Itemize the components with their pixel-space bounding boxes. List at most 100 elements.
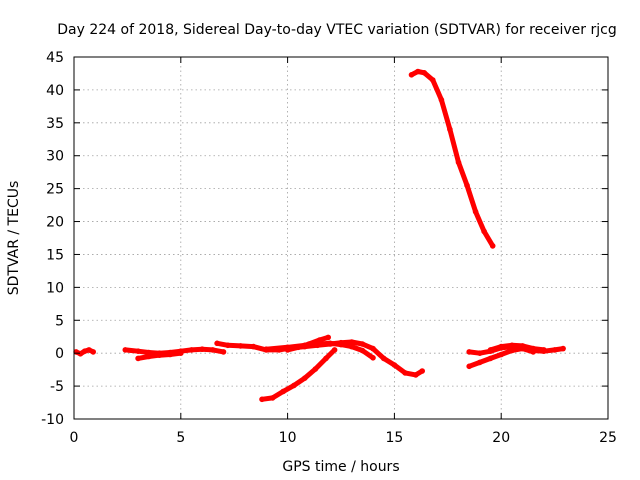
x-tick-label: 20 (492, 430, 510, 446)
data-point (156, 352, 163, 359)
data-point (481, 228, 487, 235)
data-point (306, 341, 312, 347)
data-point (430, 77, 436, 83)
x-tick-label: 0 (70, 430, 79, 446)
x-axis-label: GPS time / hours (282, 459, 399, 475)
data-point (541, 347, 547, 353)
y-axis-label: SDTVAR / TECUs (6, 181, 22, 296)
data-point (199, 346, 205, 353)
data-point (466, 349, 473, 355)
data-point (220, 349, 227, 355)
data-point (359, 341, 366, 347)
data-point (509, 342, 515, 349)
data-point (259, 396, 265, 403)
data-point (269, 395, 276, 401)
data-point (325, 334, 332, 341)
series-arc-1 (73, 347, 96, 357)
data-point (413, 372, 419, 378)
data-point (487, 347, 494, 353)
y-tick-label: 40 (46, 83, 64, 99)
data-point (81, 348, 88, 355)
data-point (146, 353, 152, 360)
y-tick-label: 5 (55, 313, 64, 329)
data-point (338, 341, 344, 348)
data-point (316, 337, 323, 343)
data-point (370, 355, 376, 361)
data-point (419, 368, 426, 374)
data-point (359, 347, 366, 354)
data-point (380, 355, 387, 362)
series-arc-7 (259, 347, 338, 403)
data-point (498, 343, 505, 350)
series-arc-11 (487, 342, 547, 353)
data-point (312, 366, 319, 372)
data-point (263, 346, 270, 353)
grid (74, 57, 608, 419)
data-point (489, 243, 496, 249)
y-tick-label: 45 (46, 50, 64, 66)
data-point (323, 355, 329, 362)
data-point (280, 388, 287, 395)
y-tick-label: -5 (50, 379, 64, 395)
data-point (225, 342, 231, 349)
data-point (477, 350, 483, 357)
series-arc-6 (284, 334, 332, 353)
y-tick-label: 30 (46, 149, 64, 165)
y-tick-label: -10 (41, 412, 64, 428)
plot-frame (73, 56, 609, 420)
data-point (214, 340, 220, 347)
data-point (188, 347, 195, 353)
y-tick-label: 0 (55, 346, 64, 362)
data-point (402, 370, 408, 376)
data-point (391, 362, 398, 368)
series-arc-3 (135, 350, 184, 362)
y-tick-label: 25 (46, 182, 64, 198)
data-point (167, 351, 173, 358)
data-point (519, 343, 526, 349)
x-tick-label: 5 (176, 430, 185, 446)
y-tick-label: 20 (46, 215, 64, 231)
data-point (291, 382, 297, 389)
data-point (250, 343, 257, 350)
data-point (348, 339, 355, 345)
data-point (498, 351, 505, 358)
data-point (331, 347, 338, 353)
x-tick-label: 15 (385, 430, 403, 446)
x-tick-label: 10 (279, 430, 297, 446)
tick-labels: 0 5 10 15 20 25 -10 -5 0 5 10 15 20 25 30 35 40 45 (41, 50, 617, 446)
data-point (530, 345, 536, 352)
data-point (487, 355, 494, 362)
data-point (560, 345, 566, 352)
data-point (135, 355, 141, 362)
data-point (301, 375, 308, 382)
data-point (210, 347, 216, 353)
data-point (284, 347, 291, 353)
data-point (438, 97, 445, 103)
y-tick-label: 35 (46, 116, 64, 132)
series-group (73, 68, 566, 403)
data-point (327, 340, 334, 347)
data-point (178, 350, 184, 357)
chart-title: Day 224 of 2018, Sidereal Day-to-day VTE… (57, 22, 616, 38)
data-point (472, 208, 479, 215)
data-point (122, 347, 129, 353)
data-point (509, 347, 515, 354)
data-point (348, 343, 355, 350)
y-tick-label: 15 (46, 247, 64, 263)
data-point (370, 345, 376, 352)
series-arc-8 (408, 68, 496, 249)
data-point (466, 363, 473, 370)
data-point (86, 347, 92, 353)
data-point (447, 126, 453, 133)
y-tick-label: 10 (46, 280, 64, 296)
x-tick-label: 25 (599, 430, 617, 446)
data-point (77, 351, 84, 357)
data-point (415, 68, 421, 75)
data-point (90, 349, 96, 355)
data-point (135, 348, 141, 355)
data-point (295, 344, 302, 351)
data-point (477, 359, 483, 366)
series-line (409, 69, 496, 249)
data-point (408, 72, 415, 78)
